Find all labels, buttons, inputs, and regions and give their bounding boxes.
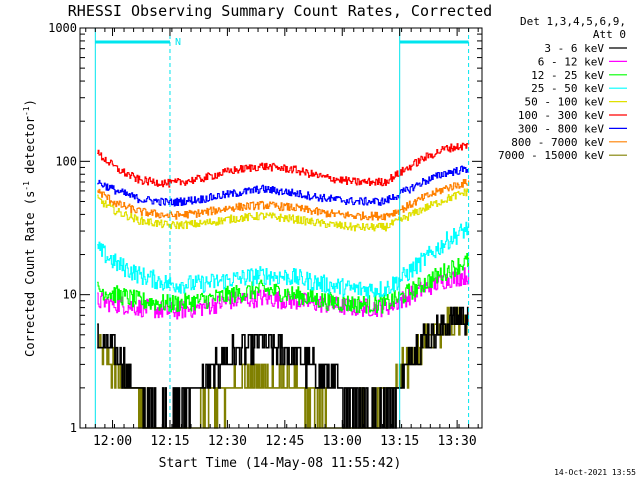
y-axis-label-part: -1 (22, 106, 31, 116)
x-tick-label: 13:30 (438, 434, 477, 449)
legend-entry: 100 - 300 keV (518, 109, 604, 122)
legend-entry: 800 - 7000 keV (511, 136, 604, 149)
x-axis-label: Start Time (14-May-08 11:55:42) (159, 456, 402, 471)
y-tick-label: 10 (63, 288, 77, 302)
y-tick-label: 100 (55, 154, 77, 168)
series-line (97, 142, 470, 188)
legend-entry: 25 - 50 keV (531, 82, 604, 95)
chart-title: RHESSI Observing Summary Count Rates, Co… (68, 2, 492, 20)
legend-header: Det 1,3,4,5,6,9, (520, 15, 626, 28)
legend-entry: 12 - 25 keV (531, 69, 604, 82)
series-line (97, 165, 470, 207)
y-tick-label: 1 (70, 421, 77, 435)
legend-entry: 300 - 800 keV (518, 122, 604, 135)
plot-area: N (94, 28, 470, 429)
x-tick-label: 12:30 (208, 434, 247, 449)
y-axis-label-part: ) (23, 99, 37, 106)
x-tick-label: 12:45 (265, 434, 304, 449)
y-axis-label-part: -1 (22, 181, 31, 191)
y-axis-label-part: Corrected Count Rate (s (23, 191, 37, 357)
legend-entry: 6 - 12 keV (538, 55, 605, 68)
legend-entry: 7000 - 15000 keV (498, 149, 604, 162)
legend-entry: 50 - 100 keV (525, 96, 605, 109)
axes: 1 10 100 1000 12:00 12:15 12:30 12:45 13:00 13:15… (22, 21, 483, 449)
x-tick-label: 13:00 (323, 434, 362, 449)
x-tick-label: 13:15 (380, 434, 419, 449)
y-tick-label: 1000 (48, 21, 77, 35)
legend-entry: 3 - 6 keV (544, 42, 604, 55)
x-tick-label: 12:15 (150, 434, 189, 449)
timestamp: 14-Oct-2021 13:55 (554, 468, 636, 477)
series-line (97, 252, 470, 314)
series-line (97, 221, 470, 299)
y-axis-label-part: detector (23, 116, 37, 181)
x-tick-label: 12:00 (93, 434, 132, 449)
legend-header: Att 0 (593, 28, 626, 41)
marker-n-label: N (175, 37, 181, 48)
plot-frame (79, 27, 483, 429)
series-line (97, 188, 470, 232)
series-line (97, 178, 470, 221)
y-axis-label: Corrected Count Rate (s-1 detector-1) (22, 99, 37, 357)
